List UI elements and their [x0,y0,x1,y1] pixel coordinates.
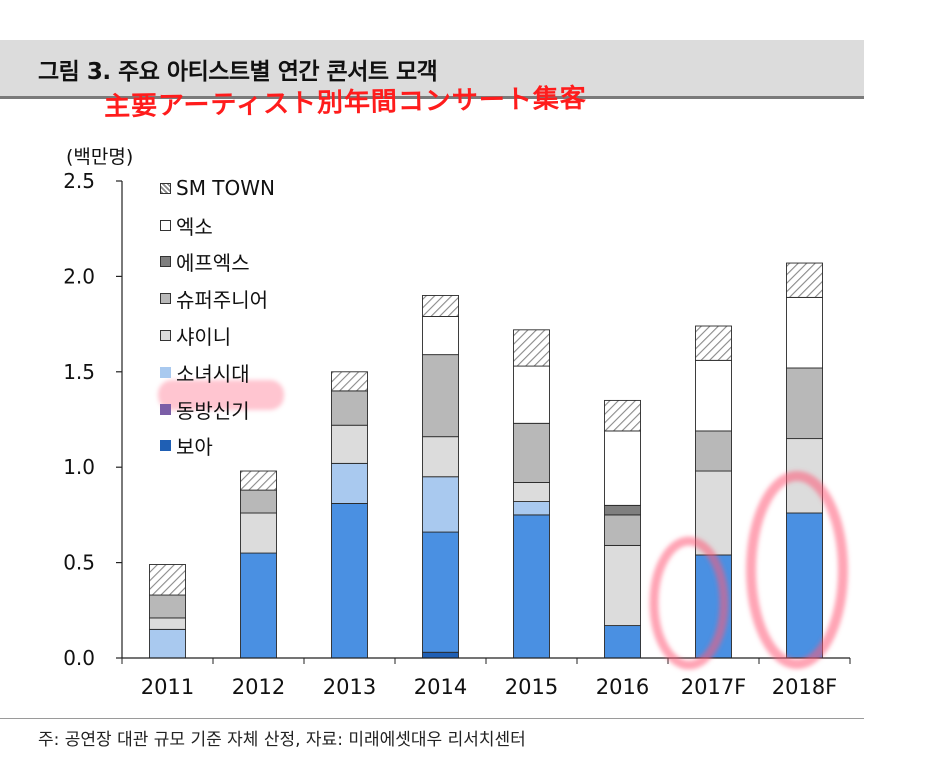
bar-segment-2015-3 [513,501,550,516]
circle-annotation-2017f [649,536,729,670]
bar-segment-2015-7 [513,365,550,424]
y-tick-label: 2.0 [63,264,95,288]
bar-segment-2012-2 [240,552,277,659]
bar-segment-2015-2 [513,514,550,659]
legend-swatch [160,293,171,305]
x-tick-label: 2013 [323,675,376,699]
x-axis: 2011 2012 2013 2014 2015 2016 2017F 2018F [121,657,851,699]
y-axis-unit-label: (백만명) [66,146,134,168]
bar-segment-2014-3 [422,476,459,533]
y-tick-label: 1.5 [63,360,95,384]
bars [149,262,823,659]
legend-label: 보아 [176,435,213,460]
bar-segment-2015-5 [513,422,550,483]
legend-label: 슈퍼주니어 [176,288,268,313]
legend-item: 동방신기 [160,391,275,428]
bar-segment-2014-4 [422,436,459,478]
bar-segment-2013-5 [331,390,368,426]
legend-label: 엑소 [176,214,213,239]
legend-item: 에프엑스 [160,244,275,281]
bar-segment-2011-4 [149,617,186,630]
bar-segment-2016-4 [604,544,641,627]
bar-segment-2016-7 [604,430,641,506]
y-tick-label: 1.0 [63,455,95,479]
bar-segment-2016-8 [604,399,641,432]
y-tick-label: 2.5 [63,169,95,193]
x-tick-label: 2014 [414,675,467,699]
bar-segment-2016-6 [604,504,641,516]
legend-swatch [160,366,171,378]
legend-swatch [160,182,171,194]
bar-segment-2018F-8 [786,262,823,298]
bar-segment-2016-5 [604,514,641,546]
footnote-rule [0,718,864,719]
bar-segment-2015-8 [513,329,550,367]
legend-item: 슈퍼주니어 [160,280,275,317]
bar-segment-2017F-5 [695,430,732,472]
legend-highlight-mark [158,380,284,410]
title-band [0,40,864,96]
x-tick-label: 2011 [141,675,194,699]
bar-segment-2013-3 [331,462,368,504]
chart-title: 그림 3. 주요 아티스트별 연간 콘서트 모객 [38,59,438,85]
bar-segment-2018F-5 [786,367,823,440]
bar-segment-2013-4 [331,424,368,464]
x-tick-label: 2017F [681,675,747,699]
bar-segment-2011-3 [149,628,186,659]
bar-segment-2017F-7 [695,359,732,432]
bar-segment-2015-4 [513,482,550,502]
legend-item: 샤이니 [160,317,275,354]
bar-segment-2014-2 [422,531,459,653]
circle-annotation-2018f [746,471,848,669]
legend-item: 소녀시대 [160,354,275,391]
x-tick-label: 2018F [772,675,838,699]
legend-item: SM TOWN [160,170,275,207]
bar-segment-2012-5 [240,489,277,514]
bar-segment-2018F-7 [786,296,823,369]
y-axis: 0.0 0.5 1.0 1.5 2.0 2.5 [63,169,123,670]
bar-segment-2014-0 [422,651,459,659]
footnote: 주: 공연장 대관 규모 기준 자체 산정, 자료: 미래에셋대우 리서치센터 [38,730,526,750]
bar-segment-2018F-2 [786,512,823,659]
bar-segment-2013-2 [331,503,368,659]
y-tick-label: 0.5 [63,551,95,575]
bar-segment-2011-5 [149,594,186,619]
legend-swatch [160,219,171,231]
bar-segment-2012-8 [240,470,277,491]
legend-label: 소녀시대 [176,361,250,386]
bar-segment-2013-8 [331,371,368,392]
bar-segment-2016-2 [604,625,641,659]
x-tick-label: 2016 [596,675,649,699]
legend-label: 동방신기 [176,398,250,423]
legend-swatch [160,256,171,268]
bar-segment-2014-7 [422,316,459,356]
y-tick-label: 0.0 [63,646,95,670]
bar-segment-2012-4 [240,512,277,554]
circle-annotations [649,471,848,670]
legend-label: SM TOWN [176,176,276,201]
bar-segment-2014-8 [422,295,459,317]
legend-swatch [160,403,171,415]
x-tick-label: 2015 [505,675,558,699]
legend-label: 에프엑스 [176,251,250,276]
legend-label: 샤이니 [176,325,232,350]
bar-segment-2011-8 [149,564,186,596]
legend-swatch [160,440,171,452]
title-rule [0,96,864,99]
legend-item: 보아 [160,428,275,465]
bar-segment-2014-5 [422,354,459,438]
x-tick-label: 2012 [232,675,285,699]
bar-segment-2017F-8 [695,325,732,361]
legend-item: 엑소 [160,207,275,244]
legend-swatch [160,330,171,342]
